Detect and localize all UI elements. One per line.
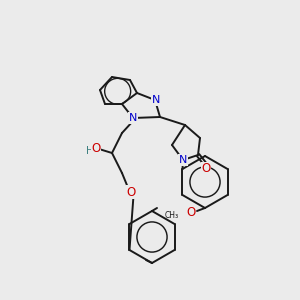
Text: N: N [129,113,137,123]
Text: H: H [86,146,94,156]
Text: O: O [201,163,211,176]
Text: O: O [186,206,196,220]
Text: CH₃: CH₃ [165,212,179,220]
Text: N: N [179,155,187,165]
Text: O: O [92,142,100,154]
Text: O: O [126,185,136,199]
Text: N: N [152,95,160,105]
